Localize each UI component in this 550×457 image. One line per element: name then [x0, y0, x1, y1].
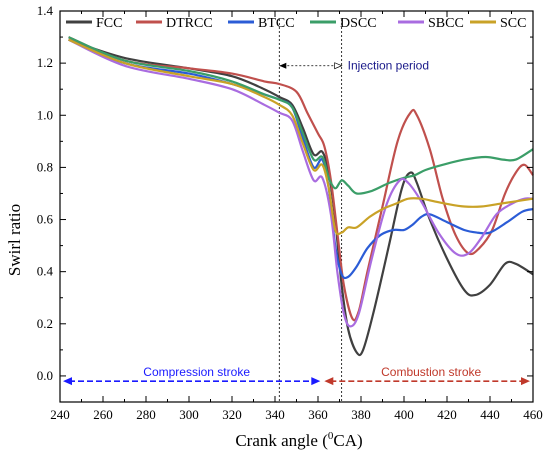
- y-tick-label: 0.2: [37, 316, 53, 331]
- annotation-layer: Injection period Compression stroke Combus…: [63, 19, 530, 402]
- series-layer: [68, 36, 534, 357]
- series-line-dtrcc: [68, 36, 534, 322]
- legend: FCC DTRCC BTCC DSCC SBCC SCC: [66, 16, 526, 31]
- legend-label-fcc: FCC: [96, 16, 122, 31]
- x-tick-label: 360: [308, 407, 328, 422]
- legend-label-scc: SCC: [500, 16, 526, 31]
- y-tick-label: 1.0: [37, 107, 53, 122]
- x-tick-label: 340: [265, 407, 285, 422]
- series-line-dscc: [68, 36, 534, 195]
- injection-arrow-right-head: [334, 62, 343, 70]
- y-tick-label: 1.2: [37, 55, 53, 70]
- series-line-scc: [68, 38, 534, 236]
- x-axis-title: Crank angle (0CA): [235, 430, 362, 450]
- series-line-sbcc: [68, 38, 534, 328]
- combustion-stroke-label: Combustion stroke: [381, 365, 481, 379]
- combustion-arrow-left-head: [324, 377, 334, 386]
- x-tick-label: 300: [179, 407, 199, 422]
- y-tick-label: 0.6: [37, 212, 54, 227]
- x-tick-label: 380: [351, 407, 371, 422]
- y-tick-label: 1.4: [37, 3, 54, 18]
- x-tick-label: 320: [222, 407, 242, 422]
- y-tick-label: 0.0: [37, 368, 53, 383]
- injection-arrow-left-head: [279, 62, 287, 69]
- y-axis-title: Swirl ratio: [5, 204, 24, 276]
- x-tick-label: 280: [136, 407, 156, 422]
- injection-period-label: Injection period: [348, 59, 429, 73]
- legend-label-sbcc: SBCC: [428, 16, 464, 31]
- y-tick-label: 0.8: [37, 159, 53, 174]
- x-tick-label: 460: [523, 407, 543, 422]
- legend-label-dtrcc: DTRCC: [166, 16, 213, 31]
- compression-stroke-label: Compression stroke: [143, 365, 250, 379]
- compression-arrow-left-head: [63, 377, 72, 386]
- x-tick-label: 400: [394, 407, 414, 422]
- axes-layer: 240 260 280 300 320 340 360 380 400 420 440 460 0.0 0…: [37, 3, 543, 422]
- x-tick-label: 440: [480, 407, 500, 422]
- legend-label-btcc: BTCC: [258, 16, 295, 31]
- series-line-fcc: [68, 38, 534, 357]
- x-tick-label: 420: [437, 407, 457, 422]
- compression-arrow-right-head: [311, 377, 321, 386]
- x-tick-label: 240: [50, 407, 70, 422]
- y-tick-label: 0.4: [37, 264, 54, 279]
- combustion-arrow-right-head: [521, 377, 530, 386]
- legend-label-dscc: DSCC: [340, 16, 377, 31]
- x-tick-label: 260: [93, 407, 113, 422]
